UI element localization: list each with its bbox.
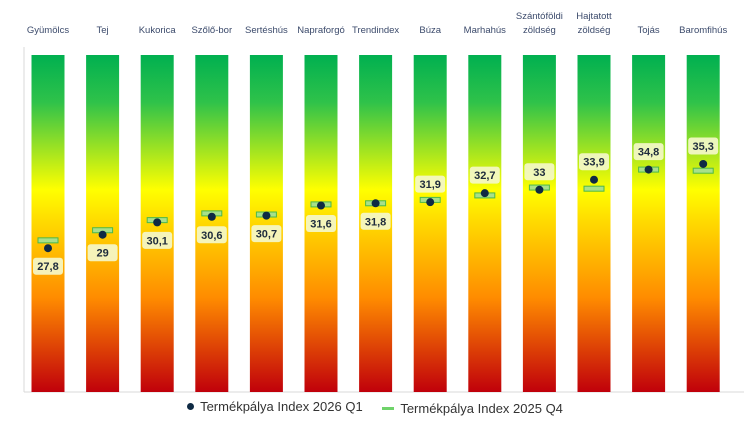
- data-label-box: [306, 215, 336, 233]
- data-label: 34,8: [638, 147, 659, 159]
- legend-label-2025-q4: Termékpálya Index 2025 Q4: [400, 401, 563, 416]
- data-label: 30,6: [201, 230, 222, 242]
- data-label-box: [251, 225, 282, 243]
- marker-2025-q4: [583, 185, 605, 192]
- data-label: 33,9: [583, 157, 604, 169]
- data-label: 35,3: [692, 141, 713, 153]
- dash-marker-icon: [382, 407, 395, 410]
- legend: Termékpálya Index 2026 Q1 Termékpálya In…: [0, 398, 750, 416]
- category-label: Szántóföldi zöldség: [516, 11, 563, 36]
- marker-2026-q1: [699, 159, 708, 168]
- marker-2026-q1: [644, 165, 653, 174]
- gradient-bar: [522, 55, 556, 392]
- gradient-bar: [249, 55, 283, 392]
- gradient-bar: [632, 55, 666, 392]
- marker-2026-q1: [153, 218, 162, 227]
- gradient-bar: [686, 55, 720, 392]
- gradient-bar: [195, 55, 229, 392]
- marker-2025-q4: [692, 167, 714, 174]
- category-label: Hajtatott zöldség: [576, 11, 612, 36]
- data-label: 27,8: [37, 261, 58, 273]
- data-label-box: [196, 226, 227, 244]
- marker-2026-q1: [480, 189, 489, 198]
- marker-2026-q1: [262, 211, 271, 220]
- marker-2026-q1: [371, 199, 380, 208]
- category-label: Napraforgó: [297, 25, 345, 36]
- gradient-bar: [413, 55, 447, 392]
- marker-2026-q1: [426, 198, 435, 207]
- marker-2026-q1: [207, 212, 216, 221]
- data-label-box: [524, 163, 555, 181]
- gradient-bar: [86, 55, 120, 392]
- data-label: 29: [96, 248, 108, 260]
- marker-2026-q1: [317, 201, 325, 210]
- data-label-box: [415, 175, 446, 193]
- gradient-bar: [468, 55, 502, 392]
- data-label: 31,8: [365, 216, 386, 228]
- category-label: Sertéshús: [245, 25, 288, 36]
- data-label-box: [633, 143, 664, 161]
- category-label: Baromfihús: [679, 25, 727, 36]
- data-label-box: [360, 212, 391, 230]
- data-label: 30,1: [146, 235, 167, 247]
- data-label-box: [142, 231, 173, 249]
- marker-2026-q1: [98, 230, 107, 239]
- dot-marker-icon: [187, 403, 195, 410]
- category-label: Marhahús: [464, 25, 506, 36]
- gradient-bar: [577, 55, 611, 392]
- marker-2026-q1: [590, 175, 598, 184]
- marker-2026-q1: [535, 185, 544, 194]
- category-label: Búza: [419, 25, 441, 36]
- category-label: Szőlő-bor: [191, 25, 232, 36]
- data-label-box: [688, 137, 719, 155]
- data-label-box: [579, 153, 609, 171]
- marker-2026-q1: [44, 244, 52, 253]
- data-label-box: [87, 244, 118, 262]
- category-label: Kukorica: [139, 25, 177, 36]
- category-label: Tojás: [638, 25, 660, 36]
- category-label: Tej: [97, 25, 109, 36]
- data-label: 30,7: [256, 229, 277, 241]
- category-label: Trendindex: [352, 25, 399, 36]
- legend-label-2026-q1: Termékpálya Index 2026 Q1: [200, 399, 363, 414]
- legend-item-2025-q4: Termékpálya Index 2025 Q4: [382, 401, 563, 416]
- data-label: 33: [533, 167, 545, 179]
- legend-item-2026-q1: Termékpálya Index 2026 Q1: [187, 399, 363, 414]
- data-label: 31,9: [419, 179, 440, 191]
- data-label-box: [33, 257, 63, 275]
- data-label-box: [469, 166, 500, 184]
- data-label: 31,6: [310, 219, 331, 231]
- gradient-bar: [31, 55, 65, 392]
- data-label: 32,7: [474, 170, 495, 182]
- marker-2025-q4: [37, 237, 59, 244]
- category-label: Gyümölcs: [27, 25, 69, 36]
